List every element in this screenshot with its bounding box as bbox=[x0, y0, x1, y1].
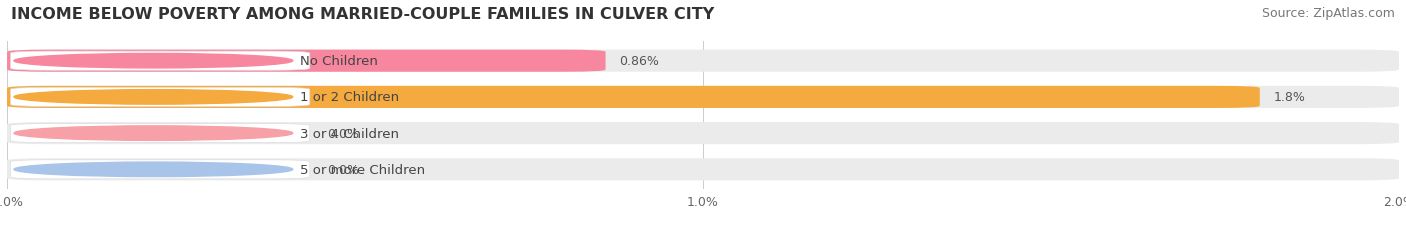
Text: 1.8%: 1.8% bbox=[1274, 91, 1306, 104]
Circle shape bbox=[14, 54, 292, 69]
FancyBboxPatch shape bbox=[7, 158, 1399, 181]
Text: No Children: No Children bbox=[299, 55, 378, 68]
Text: Source: ZipAtlas.com: Source: ZipAtlas.com bbox=[1261, 7, 1395, 20]
FancyBboxPatch shape bbox=[7, 50, 606, 73]
Circle shape bbox=[14, 90, 292, 105]
FancyBboxPatch shape bbox=[10, 124, 309, 143]
Text: INCOME BELOW POVERTY AMONG MARRIED-COUPLE FAMILIES IN CULVER CITY: INCOME BELOW POVERTY AMONG MARRIED-COUPL… bbox=[11, 7, 714, 22]
FancyBboxPatch shape bbox=[7, 122, 1399, 145]
Text: 1 or 2 Children: 1 or 2 Children bbox=[299, 91, 399, 104]
Text: 0.0%: 0.0% bbox=[328, 163, 359, 176]
Circle shape bbox=[14, 126, 292, 141]
Text: 0.0%: 0.0% bbox=[328, 127, 359, 140]
FancyBboxPatch shape bbox=[10, 88, 309, 107]
FancyBboxPatch shape bbox=[7, 50, 1399, 73]
FancyBboxPatch shape bbox=[10, 52, 309, 71]
Text: 5 or more Children: 5 or more Children bbox=[299, 163, 425, 176]
Text: 3 or 4 Children: 3 or 4 Children bbox=[299, 127, 399, 140]
FancyBboxPatch shape bbox=[10, 160, 309, 179]
FancyBboxPatch shape bbox=[7, 86, 1399, 109]
FancyBboxPatch shape bbox=[7, 86, 1260, 109]
Text: 0.86%: 0.86% bbox=[620, 55, 659, 68]
Circle shape bbox=[14, 162, 292, 177]
